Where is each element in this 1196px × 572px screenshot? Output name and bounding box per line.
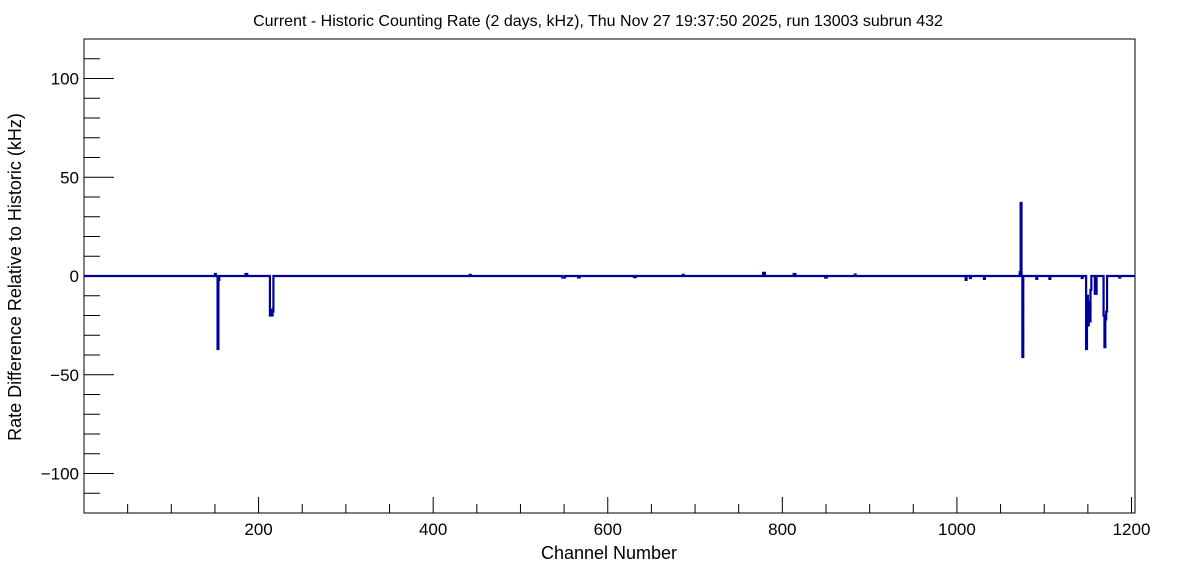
y-tick-label: 100 [51, 70, 79, 89]
chart-title: Current - Historic Counting Rate (2 days… [253, 13, 943, 30]
y-tick-label: −100 [41, 465, 79, 484]
x-tick-label: 1000 [938, 520, 976, 539]
series-layer [84, 201, 1135, 359]
y-tick-label: 0 [70, 267, 79, 286]
series-line [84, 201, 1135, 359]
y-tick-label: −50 [50, 366, 79, 385]
y-axis-label: Rate Difference Relative to Historic (kH… [5, 113, 25, 441]
y-tick-label: 50 [60, 168, 79, 187]
plot-area: 200 400 600 800 1000 1200 −100 −50 0 50 100 [41, 38, 1151, 539]
x-tick-label: 600 [594, 520, 622, 539]
x-tick-label: 800 [768, 520, 796, 539]
x-axis-label: Channel Number [541, 543, 677, 563]
x-axis: 200 400 600 800 1000 1200 [127, 497, 1151, 539]
x-tick-label: 1200 [1113, 520, 1151, 539]
x-tick-label: 200 [244, 520, 272, 539]
x-tick-label: 400 [419, 520, 447, 539]
y-axis: −100 −50 0 50 100 [41, 58, 114, 494]
